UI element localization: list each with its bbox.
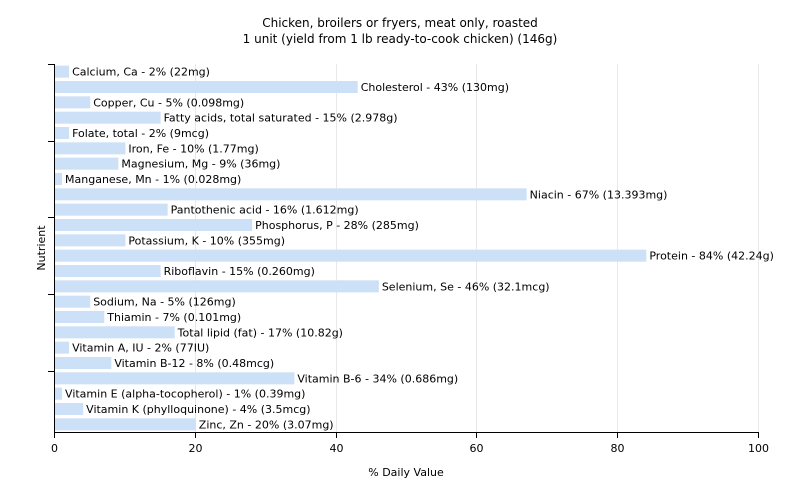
x-tick-labels: 0 20 40 60 80 100 [51,442,769,455]
bar-label: Folate, total - 2% (9mcg) [72,127,209,140]
bar-label: Vitamin B-6 - 34% (0.686mg) [297,372,458,385]
x-tick-label: 60 [470,442,484,455]
bar [55,418,196,431]
bar-label: Riboflavin - 15% (0.260mg) [164,265,315,278]
bar-label: Magnesium, Mg - 9% (36mg) [121,158,280,171]
bar-label: Niacin - 67% (13.393mg) [530,188,668,201]
bar-label: Vitamin E (alpha-tocopherol) - 1% (0.39m… [65,388,305,401]
x-tick-label: 20 [189,442,203,455]
y-axis-label: Nutrient [35,225,48,271]
bar [55,96,91,109]
bar-label: Protein - 84% (42.24g) [649,250,774,263]
bar-label: Vitamin A, IU - 2% (77IU) [72,342,209,355]
bar-label: Pantothenic acid - 16% (1.612mg) [171,204,359,217]
bars [55,65,647,431]
bar-label: Fatty acids, total saturated - 15% (2.97… [164,112,398,125]
bar [55,65,70,78]
bar-label: Vitamin B-12 - 8% (0.48mcg) [114,357,274,370]
bar [55,280,379,293]
bar [55,326,175,339]
bar-label: Iron, Fe - 10% (1.77mg) [128,142,258,155]
bar [55,127,70,139]
bar [55,142,126,155]
bar [55,249,647,262]
bar-label: Copper, Cu - 5% (0.098mg) [93,96,244,109]
chart-title: Chicken, broilers or fryers, meat only, … [262,16,538,30]
bar [55,81,358,93]
bar [55,295,91,308]
bar [55,111,161,124]
bar [55,265,161,277]
bar-label: Calcium, Ca - 2% (22mg) [72,66,210,79]
bar [55,203,168,216]
bar-label: Potassium, K - 10% (355mg) [128,234,285,247]
bar [55,341,70,354]
x-tick-label: 40 [330,442,344,455]
bar-label: Manganese, Mn - 1% (0.028mg) [65,173,241,186]
bar [55,234,126,247]
bar-label: Sodium, Na - 5% (126mg) [93,296,236,309]
bar [55,219,253,231]
bar-label: Thiamin - 7% (0.101mg) [106,311,241,324]
x-tick-label: 0 [51,442,58,455]
bar-label: Total lipid (fat) - 17% (10.82g) [177,326,343,339]
x-axis-label: % Daily Value [368,466,444,479]
x-tick-label: 100 [748,442,769,455]
bar-label: Zinc, Zn - 20% (3.07mg) [199,418,334,431]
bar [55,311,105,323]
bar-labels: Calcium, Ca - 2% (22mg) Cholesterol - 43%… [65,66,774,432]
x-tick-label: 80 [611,442,625,455]
bar [55,157,119,170]
bar [55,357,112,369]
bar [55,372,295,385]
bar [55,173,63,185]
bar-label: Phosphorus, P - 28% (285mg) [255,219,419,232]
chart-subtitle: 1 unit (yield from 1 lb ready-to-cook ch… [242,32,558,46]
bar-label: Cholesterol - 43% (130mg) [361,81,509,94]
grid-lines [195,64,759,432]
bar [55,403,84,415]
bar [55,188,527,201]
bar-label: Vitamin K (phylloquinone) - 4% (3.5mcg) [86,403,310,416]
bar [55,387,63,400]
bar-label: Selenium, Se - 46% (32.1mcg) [382,280,550,293]
axes [48,64,759,438]
